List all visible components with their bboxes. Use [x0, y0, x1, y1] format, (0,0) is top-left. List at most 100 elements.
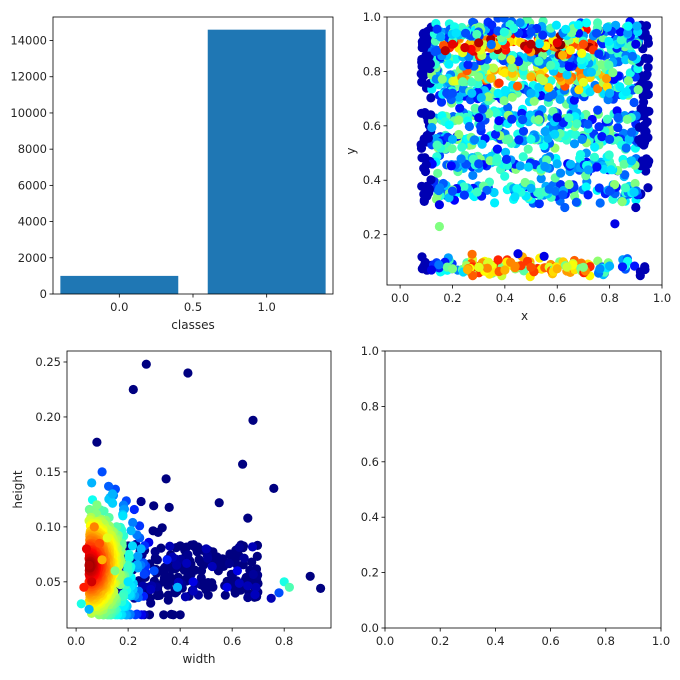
scatter-point — [457, 142, 467, 152]
scatter-point — [84, 604, 94, 614]
x-tick-label: 0.0 — [67, 634, 85, 648]
scatter-point — [626, 127, 637, 137]
scatter-point — [243, 513, 253, 523]
subplot-3: 0.0 0.2 0.4 0.6 0.8 0.05 0.10 0.15 0.20 0.25 width… — [11, 350, 332, 666]
y-tick-label: 2000 — [18, 251, 47, 265]
scatter-point — [482, 185, 492, 195]
scatter-point — [558, 190, 568, 200]
scatter-point — [578, 77, 589, 87]
scatter-point — [583, 190, 593, 200]
scatter-point — [434, 221, 444, 232]
scatter-point — [462, 264, 473, 275]
scatter-point — [417, 153, 427, 163]
scatter-point — [581, 182, 591, 192]
scatter-point — [474, 38, 484, 48]
scatter-point — [432, 140, 442, 150]
scatter-point — [556, 168, 566, 178]
scatter-point — [430, 47, 440, 57]
scatter-point — [632, 21, 642, 31]
scatter-point — [97, 467, 107, 477]
scatter-point — [492, 144, 502, 154]
scatter-point — [493, 88, 503, 98]
y-tick-label: 0.8 — [361, 399, 379, 413]
scatter-point — [180, 592, 190, 602]
scatter-point — [515, 18, 525, 28]
scatter-point — [602, 22, 612, 32]
y-tick-label: 0.15 — [35, 465, 61, 479]
scatter-point — [503, 102, 513, 113]
scatter-point — [186, 569, 196, 580]
scatter-point — [491, 108, 501, 118]
y-tick-label: 10000 — [10, 106, 47, 120]
scatter-point — [159, 567, 169, 577]
scatter-point — [486, 73, 496, 83]
scatter-point — [129, 504, 139, 515]
scatter-point — [638, 91, 648, 101]
x-tick-label: 0.6 — [548, 291, 566, 305]
scatter-point — [490, 129, 501, 139]
scatter-point — [454, 129, 464, 140]
scatter-point — [546, 76, 556, 86]
scatter-point — [573, 20, 584, 30]
scatter-point — [565, 45, 576, 55]
scatter-point — [133, 551, 143, 561]
scatter-point — [79, 582, 89, 592]
scatter-point — [514, 135, 524, 145]
scatter-point — [500, 68, 510, 78]
scatter-point — [433, 168, 443, 178]
scatter-point — [629, 187, 639, 197]
scatter-point — [533, 187, 543, 198]
scatter-point — [305, 571, 315, 581]
scatter-point — [590, 142, 600, 152]
x-tick-label: 0.8 — [597, 634, 615, 648]
scatter-point — [569, 139, 580, 149]
scatter-point — [248, 569, 258, 580]
y-tick-label: 8000 — [18, 142, 47, 156]
scatter-point — [419, 195, 429, 205]
scatter-point — [172, 582, 183, 592]
scatter-point — [534, 39, 545, 49]
scatter-point — [639, 120, 649, 130]
x-tick-label: 0.0 — [376, 634, 394, 648]
scatter-point — [594, 49, 604, 59]
x-tick-label: 0.5 — [184, 300, 202, 314]
scatter-point — [538, 30, 548, 40]
scatter-point — [434, 260, 444, 270]
scatter-point — [510, 192, 520, 202]
scatter-point — [499, 27, 509, 37]
y-tick-label: 0.6 — [361, 455, 379, 469]
scatter-point — [420, 166, 431, 177]
scatter-point — [615, 82, 625, 92]
y-tick-label: 1.0 — [361, 344, 379, 358]
scatter-point — [468, 271, 478, 281]
scatter-point — [550, 129, 560, 139]
y-tick-label: 14000 — [10, 34, 47, 48]
scatter-point — [126, 526, 136, 536]
scatter-point — [444, 59, 454, 69]
scatter-point — [201, 544, 211, 554]
scatter-point — [623, 28, 633, 38]
scatter-point — [561, 24, 571, 34]
scatter-point — [456, 154, 466, 164]
scatter-point — [621, 143, 631, 153]
scatter-point — [460, 43, 470, 53]
scatter-point — [127, 541, 138, 551]
scatter-point — [447, 88, 458, 98]
scatter-point — [608, 68, 618, 78]
scatter-point — [447, 134, 458, 144]
scatter-point — [92, 437, 102, 447]
scatter-point — [150, 553, 160, 563]
scatter-point — [426, 110, 436, 120]
scatter-point — [464, 121, 474, 132]
scatter-point — [507, 62, 517, 73]
scatter-point — [564, 179, 574, 190]
scatter-point — [552, 264, 562, 274]
scatter-point — [224, 558, 234, 569]
axes-frame — [384, 350, 662, 629]
scatter-point — [602, 114, 612, 124]
scatter-point — [107, 489, 118, 499]
scatter-point — [182, 558, 192, 569]
scatter-point — [506, 55, 516, 65]
scatter-point — [643, 183, 653, 193]
scatter-point — [569, 95, 579, 105]
